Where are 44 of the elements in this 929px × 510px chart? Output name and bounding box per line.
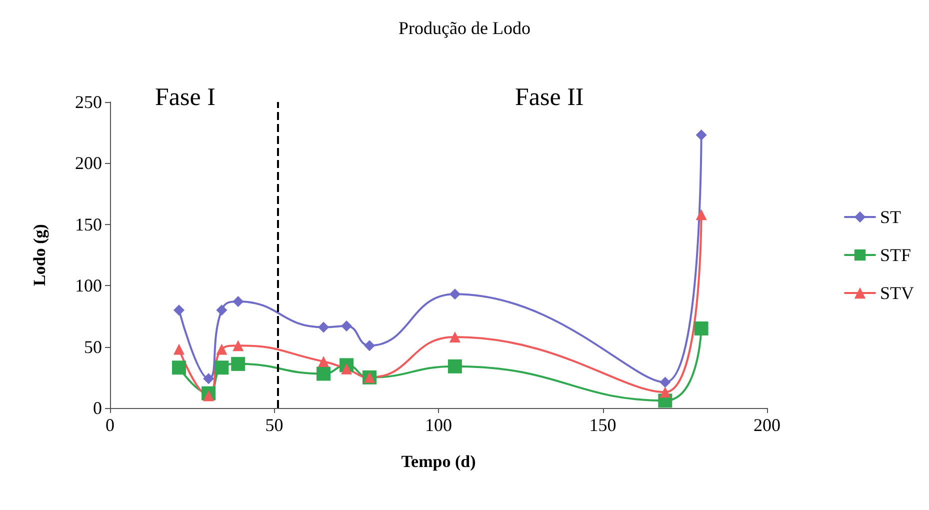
point [216,344,228,355]
y-tick-label: 50 [84,336,102,357]
point [696,209,707,220]
point [203,390,214,402]
chart-title: Produção de Lodo [398,18,530,38]
point [216,304,228,316]
point [449,288,460,300]
point [694,321,708,336]
annotation: Fase II [515,84,584,111]
point [214,360,229,375]
point [448,359,462,374]
legend-label: ST [880,207,902,227]
x-axis-title: Tempo (d) [401,452,476,471]
x-tick-label: 100 [425,415,452,435]
x-tick-label: 200 [754,415,780,435]
x-tick-label: 50 [265,415,284,435]
y-tick-label: 0 [93,398,102,418]
point [231,356,246,371]
point [232,340,244,352]
y-tick-label: 100 [75,276,102,296]
point [318,356,330,367]
point [660,376,671,388]
point [364,340,376,352]
point [341,363,352,374]
point [660,386,671,398]
point [173,344,184,355]
point [172,360,186,375]
point [696,130,707,141]
x-tick-label: 150 [589,415,616,435]
point [173,304,184,316]
x-tick-label: 0 [106,415,114,435]
point [316,366,331,381]
y-axis-title: Lodo (g) [30,224,49,286]
point [341,320,352,332]
point [232,296,244,308]
y-tick-label: 250 [75,92,102,112]
annotation: Fase I [155,84,216,111]
y-tick-label: 150 [75,214,102,234]
point [318,322,330,333]
legend-label: STV [880,283,914,303]
point [449,332,460,343]
point [203,373,214,384]
y-tick-label: 200 [75,153,102,174]
legend-label: STF [880,245,912,265]
